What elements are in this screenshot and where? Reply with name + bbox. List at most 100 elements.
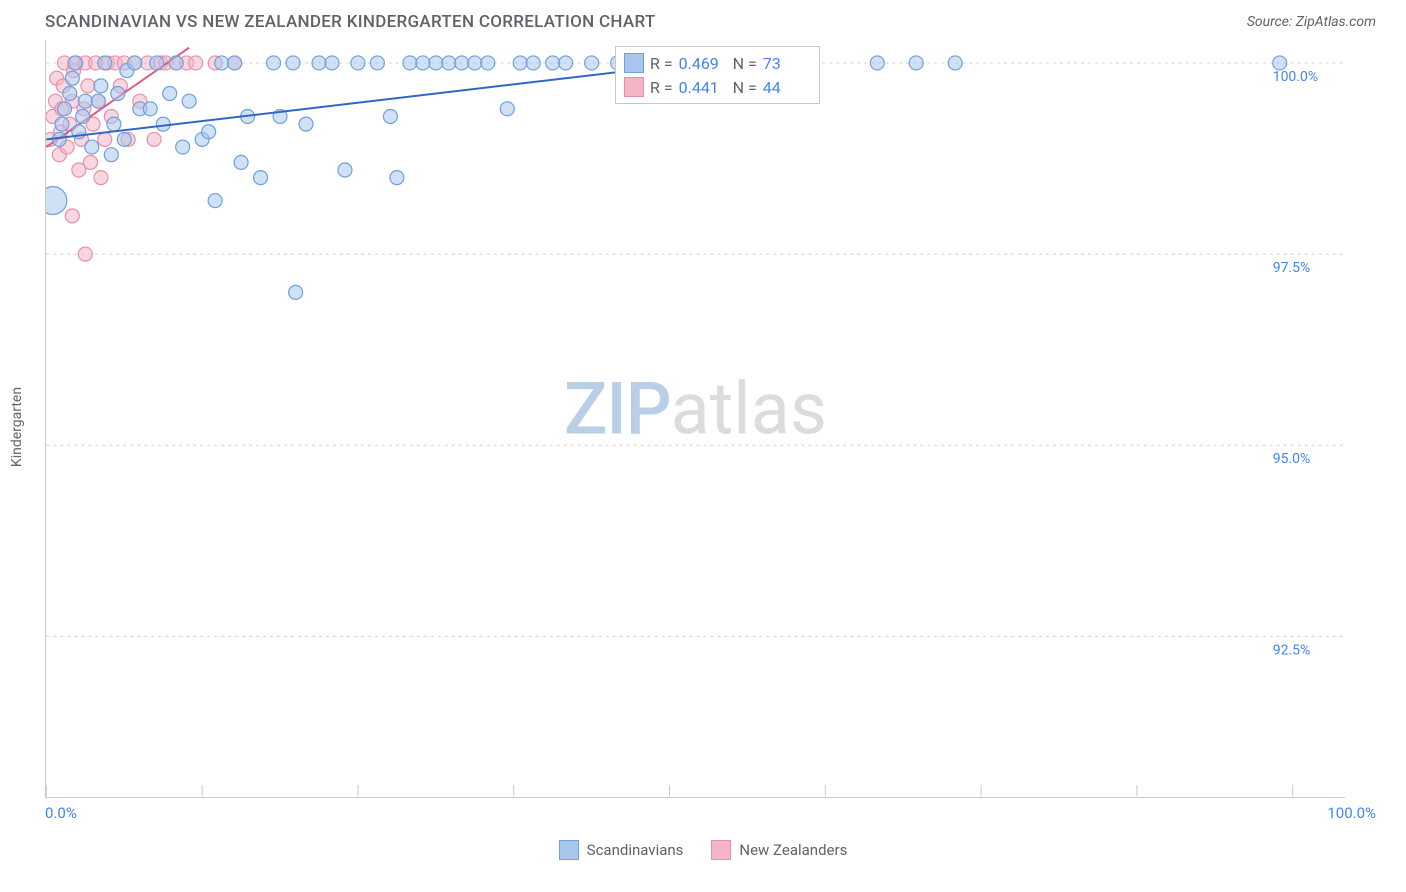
stats-n-label: N = bbox=[733, 78, 757, 97]
stats-n-value: 73 bbox=[763, 54, 811, 73]
legend-swatch bbox=[711, 840, 731, 860]
data-point bbox=[147, 132, 161, 146]
data-point bbox=[526, 56, 540, 70]
y-tick-label: 92.5% bbox=[1273, 642, 1310, 658]
data-point bbox=[370, 56, 384, 70]
data-point bbox=[442, 56, 456, 70]
data-point bbox=[289, 285, 303, 299]
data-point bbox=[84, 155, 98, 169]
stats-row: R = 0.469 N = 73 bbox=[624, 51, 811, 75]
data-point bbox=[338, 163, 352, 177]
legend-label: New Zealanders bbox=[739, 841, 847, 859]
source-attribution: Source: ZipAtlas.com bbox=[1247, 14, 1376, 30]
data-point bbox=[68, 56, 82, 70]
data-point bbox=[111, 87, 125, 101]
data-point bbox=[559, 56, 573, 70]
scatter-plot: 100.0% 97.5% 95.0% 92.5% ZIPatlas bbox=[45, 40, 1345, 798]
x-axis-min-label: 0.0% bbox=[45, 804, 77, 822]
data-point bbox=[58, 102, 72, 116]
data-point bbox=[85, 140, 99, 154]
chart-container: Kindergarten 100.0%97.5%95.0%92.5%ZIPatl… bbox=[45, 40, 1376, 798]
chart-title: SCANDINAVIAN VS NEW ZEALANDER KINDERGART… bbox=[45, 12, 656, 32]
data-point bbox=[208, 194, 222, 208]
data-point bbox=[176, 140, 190, 154]
legend-label: Scandinavians bbox=[587, 841, 684, 859]
data-point bbox=[429, 56, 443, 70]
legend-item: Scandinavians bbox=[559, 840, 684, 860]
data-point bbox=[143, 102, 157, 116]
data-point bbox=[202, 125, 216, 139]
data-point bbox=[78, 247, 92, 261]
stats-r-value: 0.441 bbox=[679, 78, 727, 97]
data-point bbox=[383, 109, 397, 123]
stats-n-value: 44 bbox=[763, 78, 811, 97]
data-point bbox=[403, 56, 417, 70]
data-point bbox=[128, 56, 142, 70]
data-point bbox=[63, 87, 77, 101]
data-point bbox=[45, 187, 67, 215]
data-point bbox=[98, 132, 112, 146]
data-point bbox=[234, 155, 248, 169]
y-tick-label: 97.5% bbox=[1273, 260, 1310, 276]
data-point bbox=[468, 56, 482, 70]
data-point bbox=[325, 56, 339, 70]
chart-legend: Scandinavians New Zealanders bbox=[0, 840, 1406, 860]
y-tick-label: 95.0% bbox=[1273, 451, 1310, 467]
stats-r-label: R = bbox=[650, 54, 673, 73]
stats-r-label: R = bbox=[650, 78, 673, 97]
data-point bbox=[65, 71, 79, 85]
data-point bbox=[870, 56, 884, 70]
source-name: ZipAtlas.com bbox=[1296, 14, 1376, 30]
y-tick-label: 100.0% bbox=[1273, 69, 1318, 85]
data-point bbox=[182, 94, 196, 108]
data-point bbox=[65, 209, 79, 223]
y-axis-label: Kindergarten bbox=[9, 387, 25, 467]
data-point bbox=[78, 94, 92, 108]
correlation-stats-box: R = 0.469 N = 73 R = 0.441 N = 44 bbox=[615, 46, 820, 104]
data-point bbox=[104, 148, 118, 162]
data-point bbox=[91, 94, 105, 108]
chart-header: SCANDINAVIAN VS NEW ZEALANDER KINDERGART… bbox=[0, 0, 1406, 40]
data-point bbox=[117, 132, 131, 146]
data-point bbox=[55, 117, 69, 131]
data-point bbox=[107, 117, 121, 131]
stats-swatch bbox=[624, 53, 644, 73]
source-prefix: Source: bbox=[1247, 14, 1296, 30]
data-point bbox=[81, 79, 95, 93]
data-point bbox=[455, 56, 469, 70]
stats-row: R = 0.441 N = 44 bbox=[624, 75, 811, 99]
data-point bbox=[267, 56, 281, 70]
data-point bbox=[1273, 56, 1287, 70]
data-point bbox=[351, 56, 365, 70]
data-point bbox=[416, 56, 430, 70]
x-axis-range-labels: 0.0% 100.0% bbox=[45, 804, 1376, 822]
x-axis-max-label: 100.0% bbox=[1327, 804, 1376, 822]
data-point bbox=[500, 102, 514, 116]
data-point bbox=[98, 56, 112, 70]
data-point bbox=[76, 109, 90, 123]
data-point bbox=[163, 87, 177, 101]
stats-swatch bbox=[624, 77, 644, 97]
data-point bbox=[228, 56, 242, 70]
data-point bbox=[150, 56, 164, 70]
data-point bbox=[948, 56, 962, 70]
data-point bbox=[299, 117, 313, 131]
data-point bbox=[94, 79, 108, 93]
data-point bbox=[312, 56, 326, 70]
watermark: ZIPatlas bbox=[564, 367, 827, 452]
data-point bbox=[513, 56, 527, 70]
legend-item: New Zealanders bbox=[711, 840, 847, 860]
data-point bbox=[585, 56, 599, 70]
data-point bbox=[189, 56, 203, 70]
data-point bbox=[481, 56, 495, 70]
data-point bbox=[390, 171, 404, 185]
data-point bbox=[546, 56, 560, 70]
stats-r-value: 0.469 bbox=[679, 54, 727, 73]
data-point bbox=[94, 171, 108, 185]
stats-n-label: N = bbox=[733, 54, 757, 73]
data-point bbox=[254, 171, 268, 185]
data-point bbox=[909, 56, 923, 70]
data-point bbox=[286, 56, 300, 70]
data-point bbox=[215, 56, 229, 70]
legend-swatch bbox=[559, 840, 579, 860]
